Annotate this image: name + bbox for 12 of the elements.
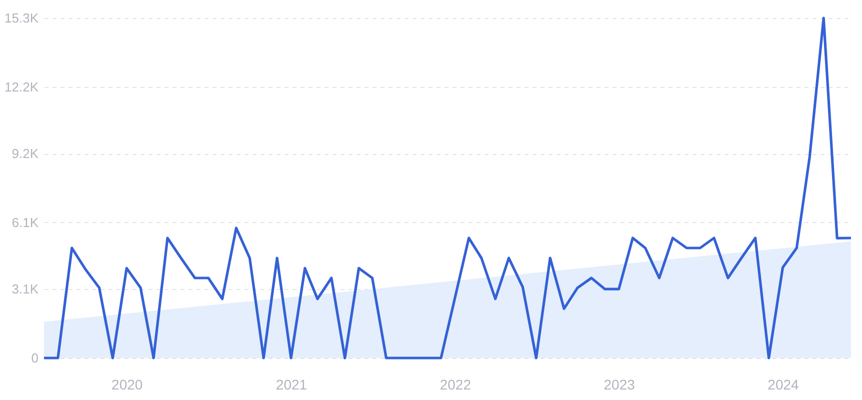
y-tick-label: 0 xyxy=(31,350,38,366)
x-tick-label: 2022 xyxy=(440,376,472,392)
y-tick-label: 6.1K xyxy=(12,214,39,230)
y-tick-label: 15.3K xyxy=(4,10,39,26)
x-tick-label: 2020 xyxy=(112,376,143,392)
line-series xyxy=(42,16,852,360)
y-tick-label: 3.1K xyxy=(12,282,39,297)
x-tick-label: 2024 xyxy=(768,376,800,392)
y-tick-label: 9.2K xyxy=(12,146,39,162)
x-tick-label: 2021 xyxy=(276,376,308,392)
x-tick-label: 2023 xyxy=(604,376,636,392)
y-tick-label: 12.2K xyxy=(4,79,39,94)
